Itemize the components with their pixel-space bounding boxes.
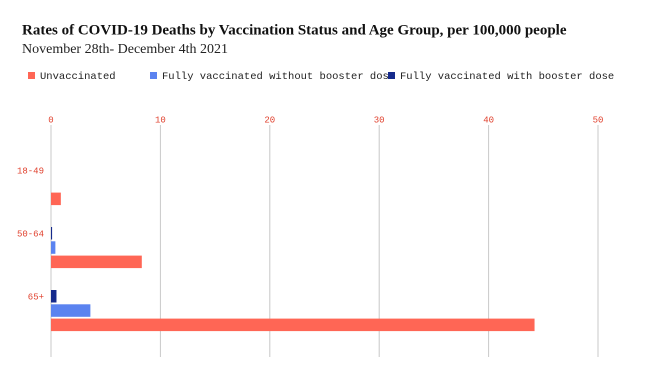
legend-label: Fully vaccinated with booster dose: [400, 71, 614, 83]
bar: [51, 255, 142, 269]
x-tick-label: 0: [48, 115, 53, 125]
x-tick-label: 40: [483, 115, 494, 125]
legend-label: Unvaccinated: [40, 71, 116, 83]
legend-swatch: [150, 72, 157, 79]
bar: [51, 318, 535, 332]
x-tick-label: 50: [593, 115, 604, 125]
bar: [51, 192, 61, 206]
bar: [51, 241, 56, 254]
legend-label: Fully vaccinated without booster dose: [162, 71, 395, 83]
chart-title: Rates of COVID-19 Deaths by Vaccination …: [22, 22, 567, 38]
x-tick-label: 10: [155, 115, 166, 125]
y-tick-label: 18-49: [17, 166, 44, 176]
y-tick-label: 65+: [28, 292, 44, 302]
chart-subtitle: November 28th- December 4th 2021: [22, 42, 228, 57]
x-tick-label: 30: [374, 115, 385, 125]
legend-swatch: [388, 72, 395, 79]
bar: [51, 290, 57, 303]
y-tick-label: 50-64: [17, 229, 44, 239]
bar: [51, 304, 91, 317]
bar: [51, 227, 53, 240]
legend-swatch: [28, 72, 35, 79]
x-tick-label: 20: [264, 115, 275, 125]
